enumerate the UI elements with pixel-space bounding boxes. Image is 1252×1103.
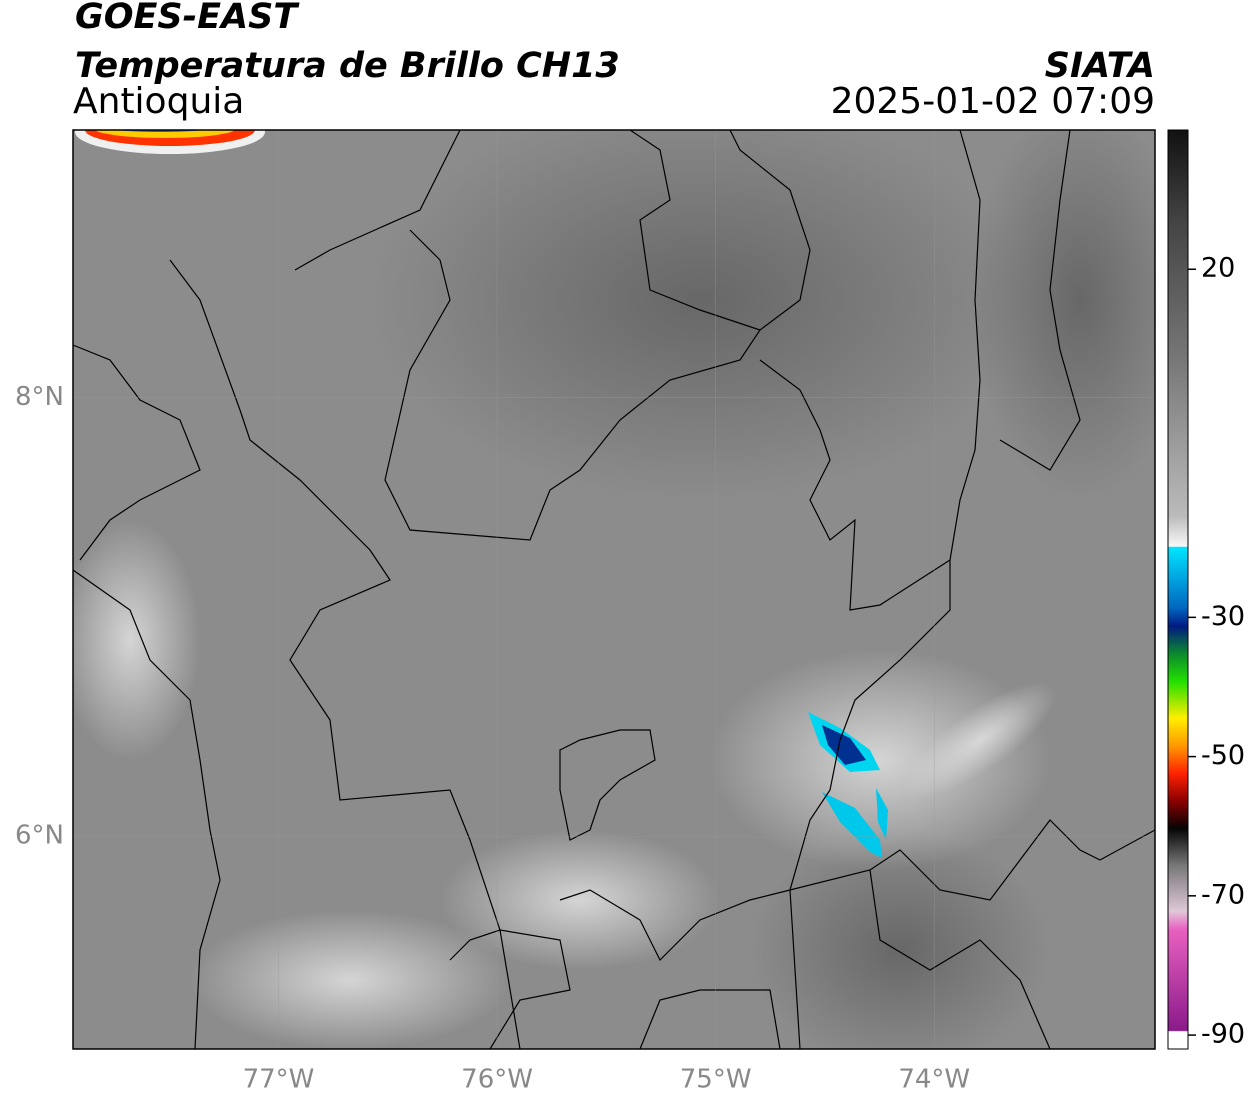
border [559,729,656,841]
cloud-dark [970,130,1155,500]
cloud-bright [440,830,720,970]
map-frame [72,129,1156,1050]
x-tick-label: 77°W [243,1065,315,1095]
cloud-bright [710,650,1050,870]
region: Antioquia [73,81,244,122]
source: SIATA [1045,46,1155,86]
x-tick-label: 76°W [461,1065,533,1095]
colorbar-tick-label: -50 [1201,740,1245,771]
border [789,130,1081,1049]
border [629,130,981,611]
colorbar [1167,129,1189,1050]
y-tick-label: 8°N [15,382,64,412]
map-image [73,130,1155,1049]
colorbar-tick-label: -70 [1201,879,1245,910]
cloud-bright [904,682,1056,798]
border [559,819,1155,1049]
cloud-bright [73,520,200,760]
border [449,929,571,1049]
colorbar-tick-label: -90 [1201,1019,1245,1050]
coastline [73,344,221,1049]
cloud-bright [190,910,510,1049]
colorbar-tick-label: 20 [1201,253,1235,284]
x-tick-label: 74°W [898,1065,970,1095]
colorbar-tick-label: -30 [1201,601,1245,632]
cloud-dark [750,830,1050,1049]
title: GOES-EAST [75,0,300,37]
subtitle: Temperatura de Brillo CH13 [75,46,620,86]
border [169,259,521,1049]
cold-core [822,792,882,858]
cold-core [822,725,866,765]
border [294,130,811,541]
grid [73,130,1155,1049]
cloud-dark [370,130,1030,500]
colorbar-ticks: 20 -30 -50 -70 -90 [1188,253,1245,1050]
cold-core [876,788,888,840]
cloud-top [94,130,236,138]
timestamp: 2025-01-02 07:09 [831,81,1155,122]
y-tick-label: 6°N [15,821,64,851]
x-tick-label: 75°W [680,1065,752,1095]
